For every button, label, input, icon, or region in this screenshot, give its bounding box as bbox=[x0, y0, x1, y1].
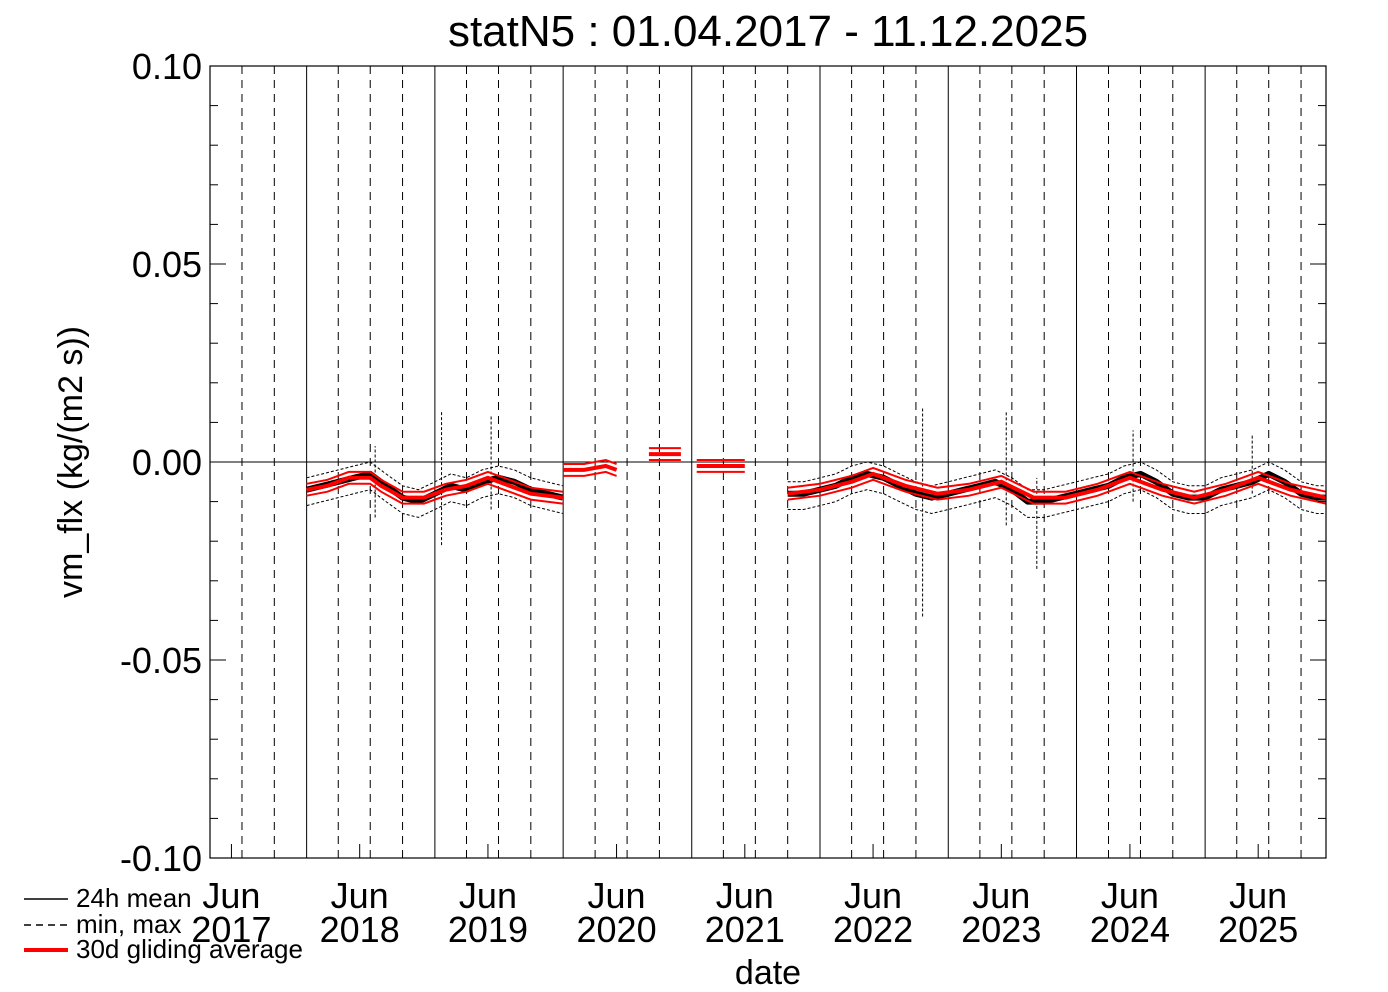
x-tick-month: Jun bbox=[459, 875, 517, 916]
x-tick-month: Jun bbox=[844, 875, 902, 916]
gliding-average-line bbox=[306, 475, 564, 500]
gliding-upper-line bbox=[306, 470, 563, 493]
x-tick-month: Jun bbox=[1229, 875, 1287, 916]
y-axis: 0.10 0.05 0.00 -0.05 -0.10 bbox=[120, 46, 1326, 879]
y-tick-label: 0.05 bbox=[132, 244, 202, 285]
y-tick-label: 0.10 bbox=[132, 46, 202, 87]
x-tick-year: 2023 bbox=[961, 909, 1041, 950]
x-tick-year: 2020 bbox=[577, 909, 657, 950]
min-max-series bbox=[374, 406, 1253, 617]
x-tick-year: 2025 bbox=[1218, 909, 1298, 950]
x-tick-year: 2024 bbox=[1090, 909, 1170, 950]
legend-label: min, max bbox=[76, 909, 181, 939]
x-tick-month: Jun bbox=[588, 875, 646, 916]
x-tick-year: 2017 bbox=[191, 909, 271, 950]
gliding-average-series bbox=[306, 447, 1327, 505]
x-tick-year: 2021 bbox=[705, 909, 785, 950]
x-axis: Jun2017Jun2018Jun2019Jun2020Jun2021Jun20… bbox=[191, 844, 1298, 950]
y-tick-label: 0.00 bbox=[132, 442, 202, 483]
max-envelope-line bbox=[306, 461, 563, 491]
y-axis-label: vm_flx (kg/(m2 s)) bbox=[52, 326, 90, 598]
min-envelope-line bbox=[306, 489, 563, 518]
x-tick-month: Jun bbox=[972, 875, 1030, 916]
x-tick-year: 2018 bbox=[320, 909, 400, 950]
y-tick-label: -0.10 bbox=[120, 838, 202, 879]
x-tick-year: 2022 bbox=[833, 909, 913, 950]
x-tick-month: Jun bbox=[331, 875, 389, 916]
gliding-average-line bbox=[563, 463, 618, 472]
x-tick-year: 2019 bbox=[448, 909, 528, 950]
gliding-lower-line bbox=[563, 470, 617, 477]
chart-title: statN5 : 01.04.2017 - 11.12.2025 bbox=[448, 7, 1088, 56]
x-tick-month: Jun bbox=[1101, 875, 1159, 916]
x-axis-label: date bbox=[735, 954, 801, 992]
max-envelope-line bbox=[787, 461, 1326, 491]
gliding-lower-line bbox=[306, 482, 563, 505]
gliding-upper-line bbox=[563, 458, 617, 465]
gliding-upper-line bbox=[787, 466, 1327, 493]
gliding-lower-line bbox=[787, 478, 1327, 505]
x-tick-month: Jun bbox=[202, 875, 260, 916]
gliding-average-line bbox=[787, 471, 1327, 500]
legend-label: 30d gliding average bbox=[76, 934, 303, 964]
x-tick-month: Jun bbox=[716, 875, 774, 916]
y-tick-label: -0.05 bbox=[120, 640, 202, 681]
legend-label: 24h mean bbox=[76, 883, 192, 913]
min-envelope-line bbox=[787, 489, 1326, 518]
